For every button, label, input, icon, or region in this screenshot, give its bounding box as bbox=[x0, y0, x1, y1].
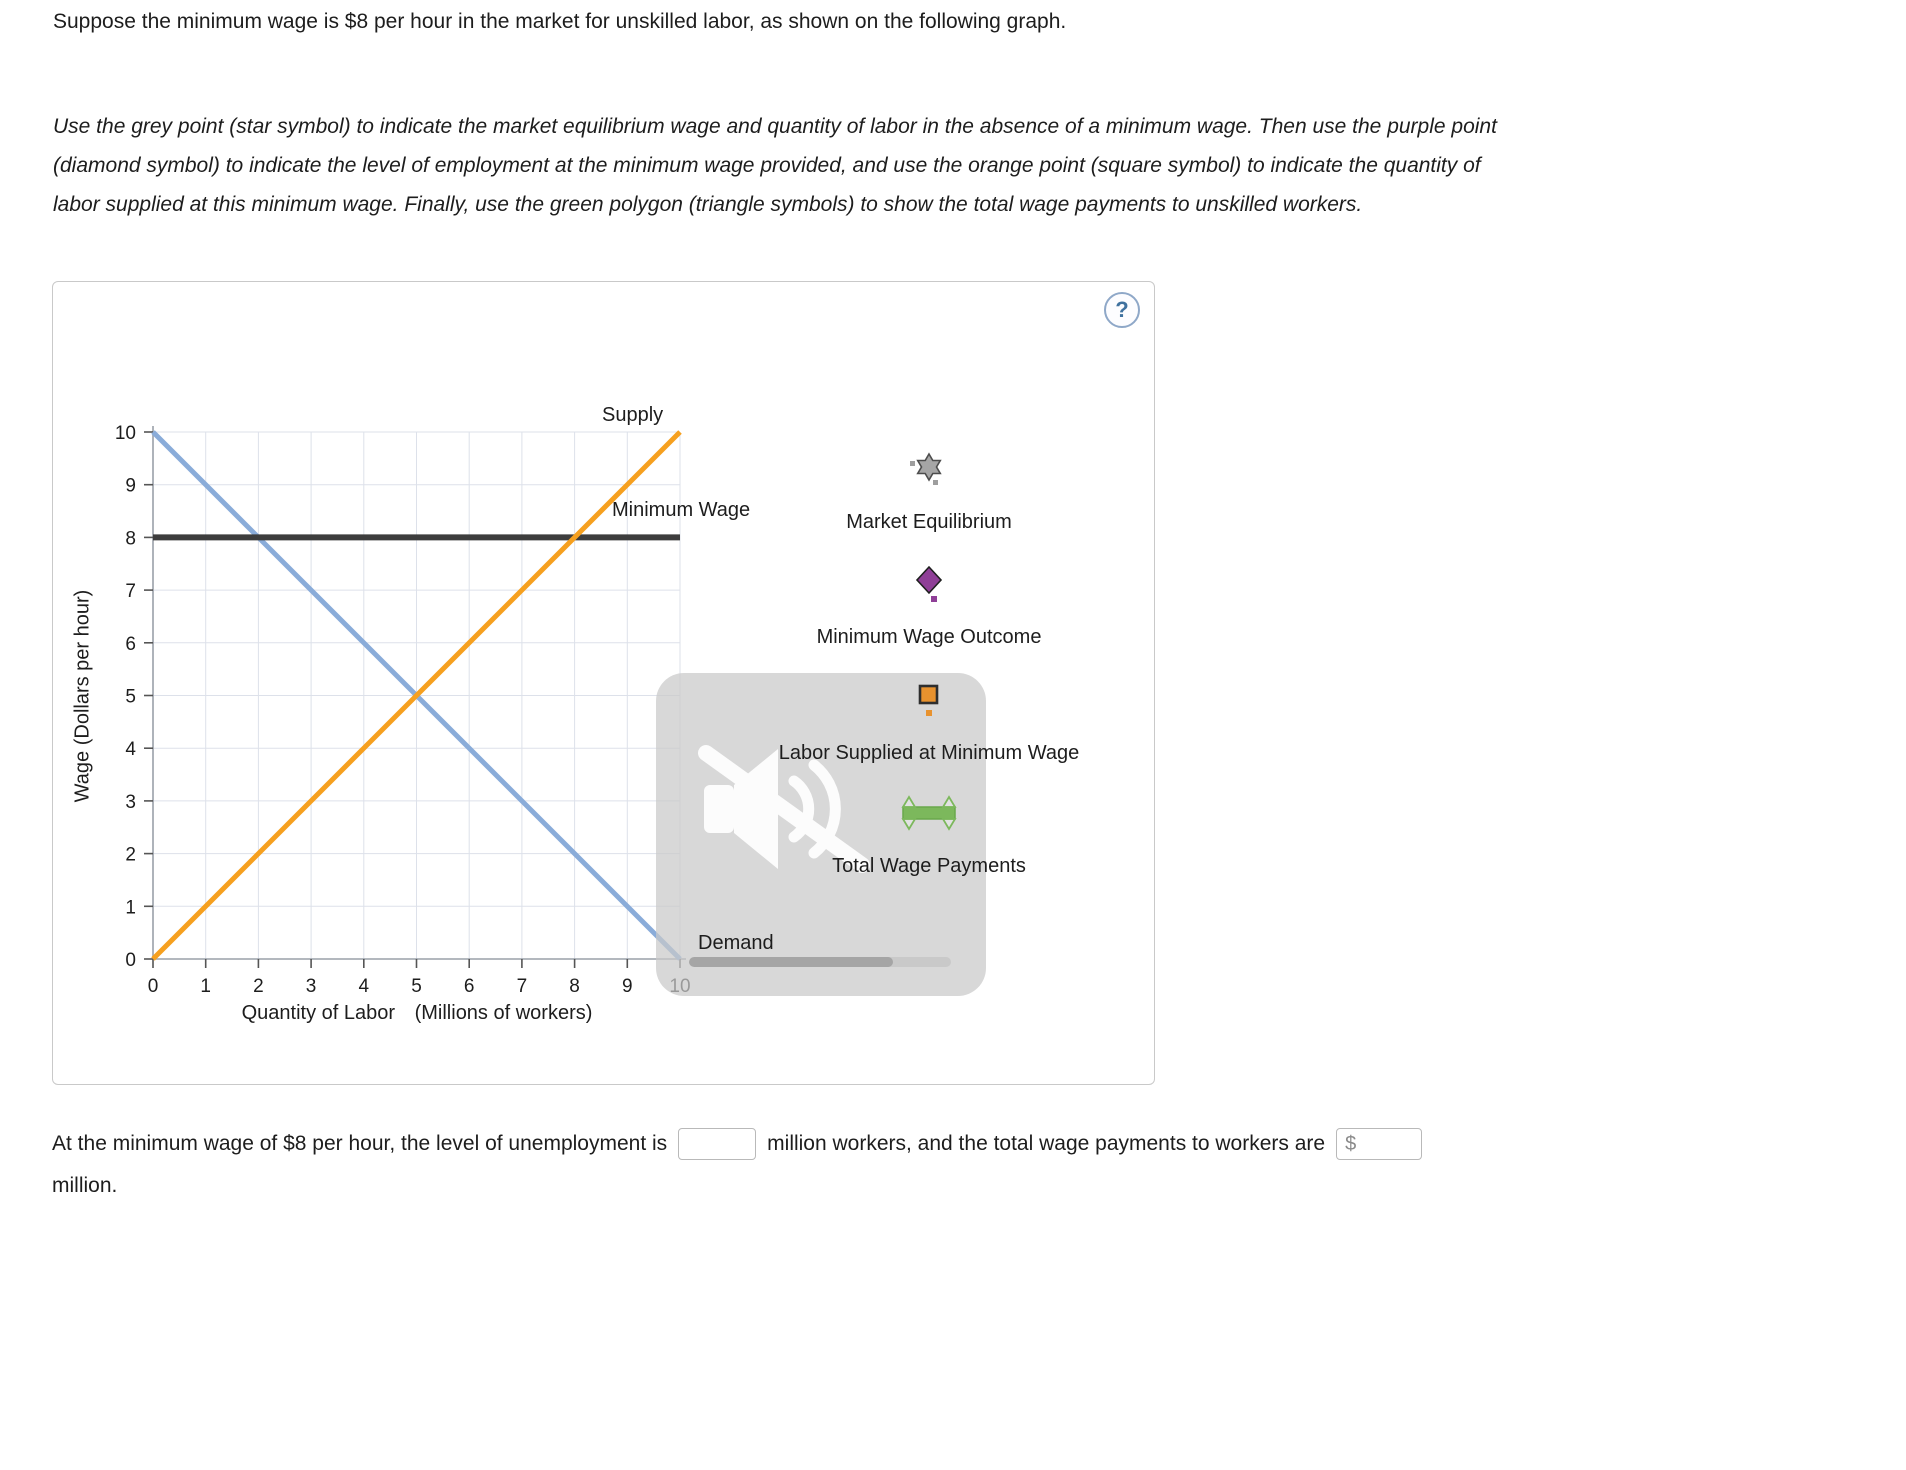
palette-item-labor-supplied: Labor Supplied at Minimum Wage bbox=[729, 678, 1129, 765]
legend-label-labor-supplied: Labor Supplied at Minimum Wage bbox=[778, 742, 1080, 764]
svg-text:8: 8 bbox=[569, 976, 580, 997]
audio-muted-overlay[interactable] bbox=[656, 673, 986, 996]
svg-text:7: 7 bbox=[517, 976, 528, 997]
minimum-wage-outcome-point[interactable] bbox=[729, 562, 1129, 606]
svg-text:2: 2 bbox=[125, 845, 136, 866]
svg-text:5: 5 bbox=[411, 976, 422, 997]
svg-text:8: 8 bbox=[125, 528, 136, 549]
svg-text:2: 2 bbox=[253, 976, 264, 997]
svg-text:9: 9 bbox=[125, 476, 136, 497]
green-triangle-polygon-icon bbox=[901, 795, 957, 831]
minimum-wage-line-label: Minimum Wage bbox=[612, 499, 751, 521]
total-wage-payments-input-box: $ bbox=[1336, 1128, 1423, 1160]
audio-progress-fill bbox=[689, 957, 894, 967]
palette-item-minimum-wage-outcome: Minimum Wage Outcome bbox=[729, 562, 1129, 649]
question-sentence: At the minimum wage of $8 per hour, the … bbox=[52, 1128, 1423, 1160]
purple-diamond-icon bbox=[915, 565, 943, 602]
legend-label-total-wage-payments: Total Wage Payments bbox=[832, 855, 1026, 877]
x-axis-title: Quantity of Labor (Millions of workers) bbox=[153, 1002, 681, 1025]
y-axis-title: Wage (Dollars per hour) bbox=[71, 589, 94, 803]
svg-text:4: 4 bbox=[359, 976, 370, 997]
unemployment-input[interactable] bbox=[678, 1128, 757, 1160]
legend-label-market-equilibrium: Market Equilibrium bbox=[846, 511, 1012, 533]
svg-text:1: 1 bbox=[200, 976, 211, 997]
instructions-text: Use the grey point (star symbol) to indi… bbox=[53, 115, 1497, 216]
labor-market-chart[interactable]: 012345678910012345678910 bbox=[53, 282, 1154, 1084]
svg-text:3: 3 bbox=[125, 792, 136, 813]
labor-supplied-point[interactable] bbox=[729, 678, 1129, 722]
palette-item-total-wage-payments: Total Wage Payments bbox=[729, 791, 1129, 878]
total-wage-payments-polygon[interactable] bbox=[729, 791, 1129, 835]
x-axis-title-units: (Millions of workers) bbox=[414, 1002, 593, 1024]
svg-text:6: 6 bbox=[125, 634, 136, 655]
help-button[interactable]: ? bbox=[1104, 292, 1140, 328]
audio-progress-bar[interactable] bbox=[689, 957, 951, 967]
question-text-part2: million workers, and the total wage paym… bbox=[767, 1132, 1326, 1155]
svg-text:6: 6 bbox=[464, 976, 475, 997]
intro-text: Suppose the minimum wage is $8 per hour … bbox=[53, 10, 1067, 33]
svg-text:3: 3 bbox=[306, 976, 317, 997]
svg-text:4: 4 bbox=[125, 739, 136, 760]
muted-speaker-icon bbox=[698, 745, 870, 873]
svg-text:7: 7 bbox=[125, 581, 136, 602]
dollar-sign-prefix: $ bbox=[1345, 1132, 1357, 1155]
legend-label-minimum-wage-outcome: Minimum Wage Outcome bbox=[816, 626, 1042, 648]
palette-item-market-equilibrium: Market Equilibrium bbox=[729, 447, 1129, 534]
graph-panel: ? 012345678910012345678910 Wage (Dollars… bbox=[52, 281, 1155, 1085]
svg-text:1: 1 bbox=[125, 897, 136, 918]
demand-curve-label: Demand bbox=[698, 932, 774, 954]
svg-text:0: 0 bbox=[148, 976, 159, 997]
supply-curve-label: Supply bbox=[602, 404, 664, 426]
svg-text:0: 0 bbox=[125, 950, 136, 971]
grey-star-icon bbox=[910, 452, 942, 485]
question-text-part3: million. bbox=[52, 1174, 118, 1197]
orange-square-icon bbox=[918, 684, 939, 716]
svg-text:10: 10 bbox=[115, 423, 136, 444]
svg-text:9: 9 bbox=[622, 976, 633, 997]
question-mark-icon: ? bbox=[1115, 297, 1129, 322]
svg-text:5: 5 bbox=[125, 687, 136, 708]
total-wage-payments-input[interactable] bbox=[1362, 1133, 1414, 1155]
x-axis-title-main: Quantity of Labor bbox=[241, 1002, 396, 1024]
market-equilibrium-point[interactable] bbox=[729, 447, 1129, 491]
question-text-part1: At the minimum wage of $8 per hour, the … bbox=[52, 1132, 668, 1155]
